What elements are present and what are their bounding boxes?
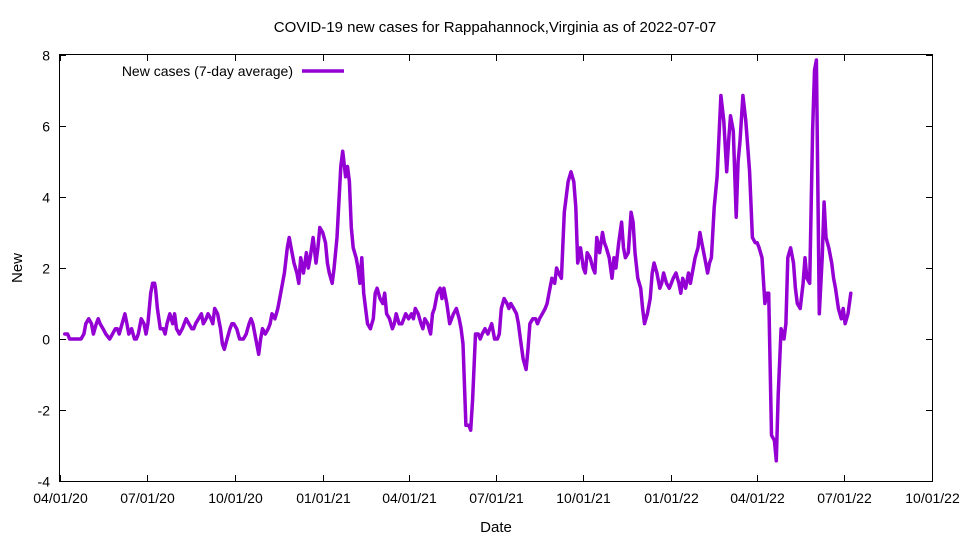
y-tick-label: 2 — [42, 261, 50, 277]
plot-frame — [59, 54, 933, 482]
y-tick-label: 0 — [42, 332, 50, 348]
x-tick-label: 10/01/22 — [905, 490, 960, 506]
x-tick-label: 04/01/20 — [33, 490, 88, 506]
chart-title: COVID-19 new cases for Rappahannock,Virg… — [274, 19, 716, 36]
x-tick-label: 07/01/22 — [817, 490, 872, 506]
y-axis-title: New — [9, 253, 26, 283]
x-tick-label: 07/01/20 — [120, 490, 175, 506]
x-tick-label: 07/01/21 — [469, 490, 524, 506]
x-tick-label: 10/01/20 — [208, 490, 263, 506]
y-tick-label: -2 — [38, 403, 51, 419]
y-tick-label: 8 — [42, 48, 50, 64]
x-tick-label: 01/01/21 — [296, 490, 351, 506]
y-tick-label: 4 — [42, 190, 50, 206]
x-tick-label: 04/01/22 — [730, 490, 785, 506]
y-tick-label: 6 — [42, 119, 50, 135]
y-axis: -4 -2 0 2 4 6 8 — [38, 48, 932, 490]
legend: New cases (7-day average) — [122, 63, 344, 79]
legend-label: New cases (7-day average) — [122, 63, 293, 79]
x-tick-label: 10/01/21 — [556, 490, 611, 506]
series-line-new-cases — [63, 58, 853, 463]
x-tick-label: 04/01/21 — [382, 490, 437, 506]
x-axis: 04/01/20 07/01/20 10/01/20 01/01/21 04/01/21… — [33, 55, 960, 506]
y-tick-label: -4 — [38, 474, 51, 490]
x-tick-label: 01/01/22 — [644, 490, 699, 506]
x-axis-title: Date — [480, 519, 512, 536]
